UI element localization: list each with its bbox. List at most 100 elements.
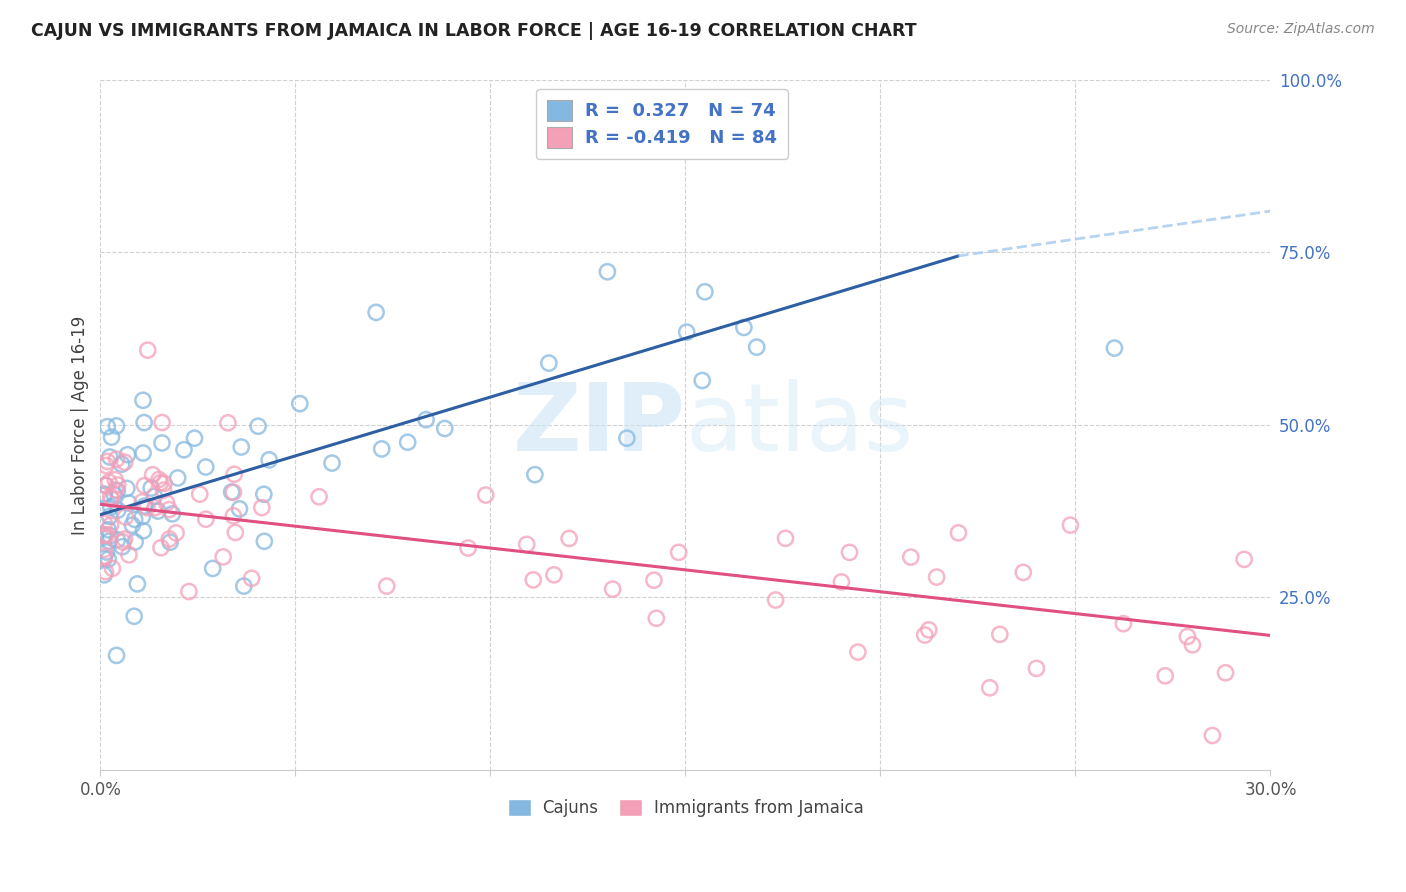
Point [602, 582, 624, 596]
Point [308, 490, 330, 504]
Point [103, 488, 125, 502]
Point [194, 512, 217, 526]
Point [117, 448, 139, 462]
Point [157, 502, 180, 516]
Point [98, 534, 121, 549]
Point [93, 549, 115, 564]
Point [918, 623, 941, 637]
Point [149, 541, 172, 555]
Point [846, 645, 869, 659]
Point [93, 488, 115, 502]
Point [115, 482, 138, 496]
Point [98, 475, 121, 489]
Point [101, 561, 124, 575]
Point [111, 540, 134, 554]
Point [114, 510, 136, 524]
Point [159, 535, 181, 549]
Point [222, 485, 245, 500]
Point [375, 579, 398, 593]
Point [543, 567, 565, 582]
Text: ZIP: ZIP [513, 379, 685, 471]
Text: Source: ZipAtlas.com: Source: ZipAtlas.com [1227, 22, 1375, 37]
Point [1233, 552, 1256, 566]
Point [253, 534, 276, 549]
Point [1012, 566, 1035, 580]
Point [93, 516, 115, 531]
Point [98, 528, 121, 542]
Point [668, 545, 690, 559]
Point [914, 628, 936, 642]
Point [131, 509, 153, 524]
Point [925, 570, 948, 584]
Point [733, 320, 755, 334]
Point [830, 574, 852, 589]
Point [93, 528, 115, 542]
Point [188, 487, 211, 501]
Point [1177, 630, 1199, 644]
Point [690, 374, 713, 388]
Point [96, 419, 118, 434]
Point [107, 503, 129, 517]
Point [93, 487, 115, 501]
Point [558, 532, 581, 546]
Point [177, 584, 200, 599]
Point [97, 552, 120, 566]
Point [224, 467, 246, 482]
Point [111, 535, 134, 549]
Point [131, 495, 153, 509]
Point [98, 509, 121, 524]
Text: atlas: atlas [685, 379, 914, 471]
Point [100, 518, 122, 533]
Point [645, 611, 668, 625]
Point [221, 485, 243, 500]
Point [152, 483, 174, 497]
Point [1059, 518, 1081, 533]
Point [104, 483, 127, 497]
Point [107, 478, 129, 492]
Point [98, 450, 121, 464]
Point [94, 565, 117, 579]
Point [516, 537, 538, 551]
Y-axis label: In Labor Force | Age 16-19: In Labor Force | Age 16-19 [72, 316, 89, 534]
Point [838, 545, 860, 559]
Point [124, 512, 146, 526]
Point [122, 609, 145, 624]
Point [121, 518, 143, 533]
Point [675, 325, 697, 339]
Point [100, 492, 122, 507]
Point [153, 476, 176, 491]
Point [745, 340, 768, 354]
Point [183, 431, 205, 445]
Point [222, 508, 245, 523]
Point [96, 527, 118, 541]
Point [155, 496, 177, 510]
Point [148, 473, 170, 487]
Point [217, 416, 239, 430]
Point [433, 421, 456, 435]
Point [1201, 729, 1223, 743]
Point [1104, 341, 1126, 355]
Point [141, 481, 163, 495]
Point [136, 343, 159, 358]
Point [105, 648, 128, 663]
Point [142, 467, 165, 482]
Point [94, 478, 117, 492]
Point [104, 473, 127, 487]
Point [132, 524, 155, 538]
Point [522, 573, 544, 587]
Point [146, 504, 169, 518]
Point [1025, 661, 1047, 675]
Point [100, 500, 122, 515]
Point [775, 531, 797, 545]
Point [93, 551, 115, 566]
Point [93, 542, 115, 557]
Point [132, 393, 155, 408]
Point [96, 454, 118, 468]
Point [149, 475, 172, 490]
Point [370, 442, 392, 456]
Point [96, 545, 118, 559]
Point [118, 548, 141, 562]
Point [523, 467, 546, 482]
Point [150, 436, 173, 450]
Point [537, 356, 560, 370]
